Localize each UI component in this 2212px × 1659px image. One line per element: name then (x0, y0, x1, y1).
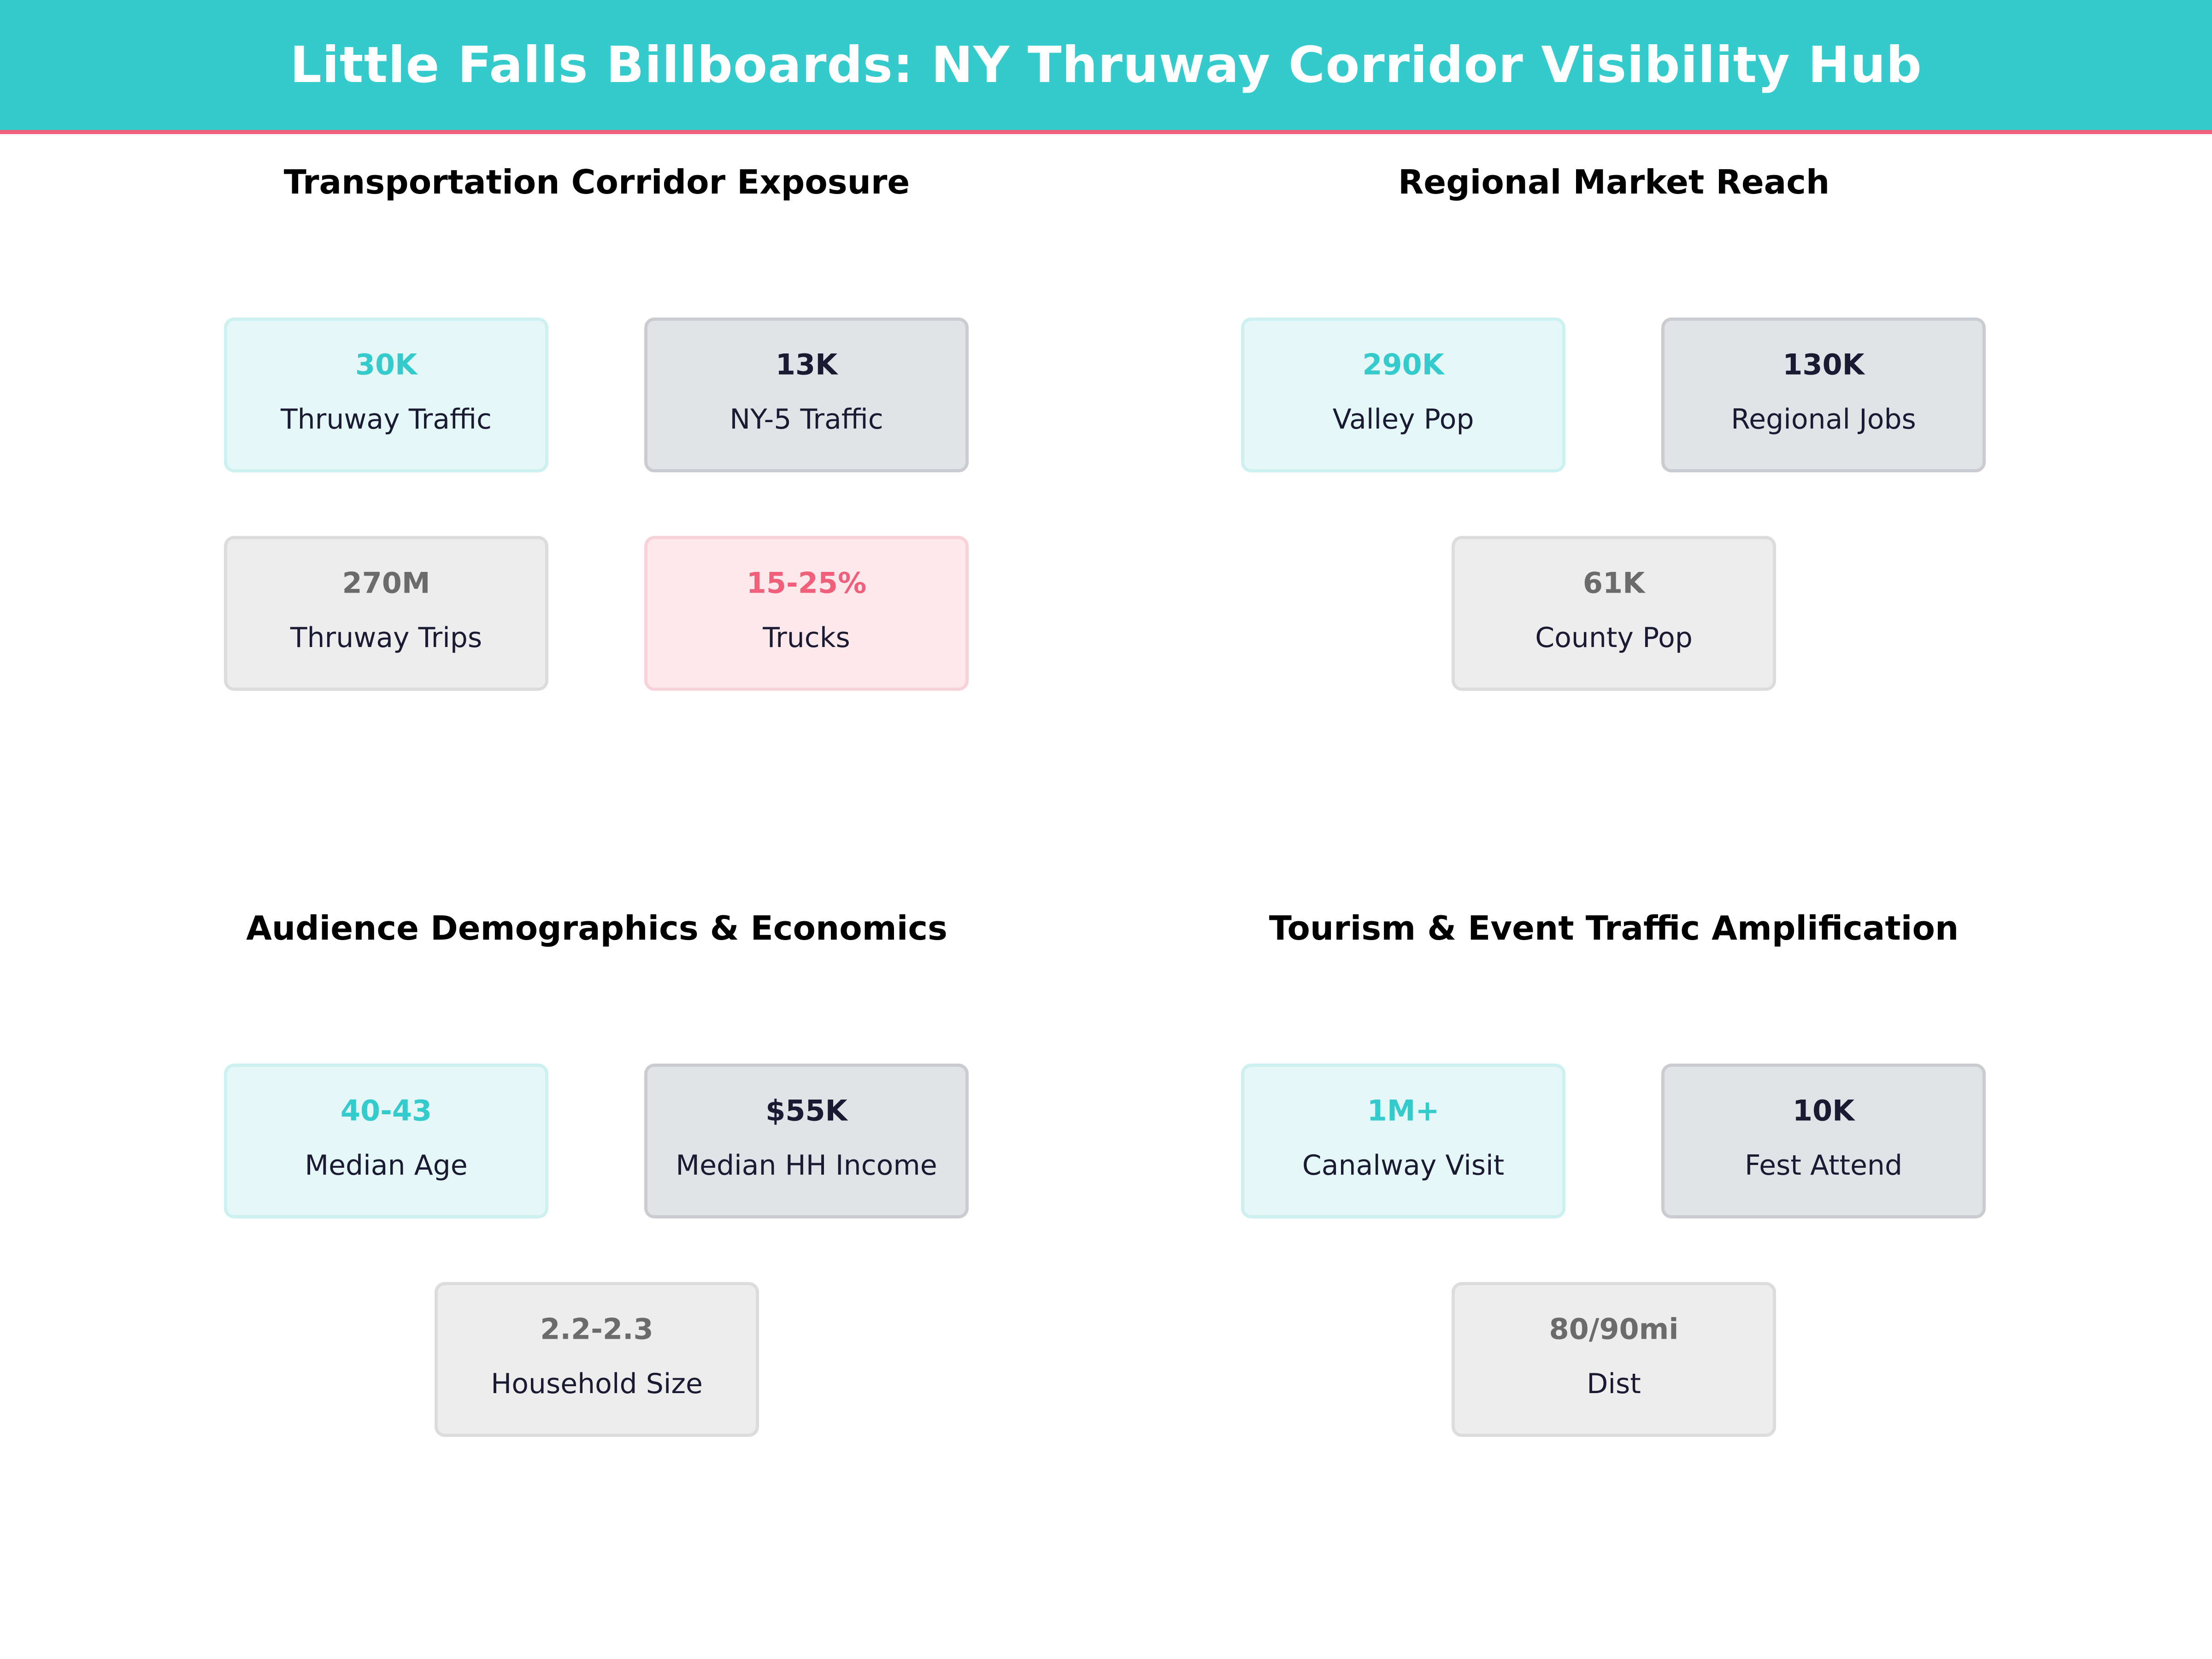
metric-label: Trucks (763, 622, 850, 654)
metric-card: 290K Valley Pop (1241, 318, 1565, 472)
metric-card: 13K NY-5 Traffic (644, 318, 969, 472)
metric-card: 270M Thruway Trips (224, 536, 548, 691)
metric-card: 15-25% Trucks (644, 536, 969, 691)
metric-label: Thruway Traffic (280, 403, 492, 435)
metric-value: 13K (775, 347, 838, 382)
metric-value: 30K (355, 347, 418, 382)
metric-value: 290K (1362, 347, 1444, 382)
metric-value: 270M (342, 566, 430, 600)
metric-label: Median Age (305, 1149, 468, 1182)
metric-label: Valley Pop (1332, 403, 1474, 435)
page-header: Little Falls Billboards: NY Thruway Corr… (0, 0, 2212, 134)
page-title: Little Falls Billboards: NY Thruway Corr… (290, 36, 1922, 94)
metric-label: Fest Attend (1744, 1149, 1903, 1182)
metric-card: 80/90mi Dist (1452, 1282, 1776, 1437)
panel-title: Audience Demographics & Economics (246, 909, 947, 947)
metric-value: 130K (1783, 347, 1865, 382)
metric-label: NY-5 Traffic (729, 403, 883, 435)
metric-value: 1M+ (1367, 1094, 1440, 1128)
metric-card: 61K County Pop (1452, 536, 1776, 691)
metric-label: Dist (1587, 1368, 1641, 1400)
metric-value: 2.2-2.3 (540, 1312, 653, 1346)
metric-card: 130K Regional Jobs (1661, 318, 1986, 472)
metric-value: 61K (1583, 566, 1645, 600)
metric-card: 30K Thruway Traffic (224, 318, 548, 472)
panel-title: Regional Market Reach (1398, 163, 1830, 201)
panel-title: Transportation Corridor Exposure (283, 163, 910, 201)
metric-value: 10K (1792, 1094, 1855, 1128)
metric-card: 1M+ Canalway Visit (1241, 1064, 1565, 1218)
metric-value: $55K (765, 1094, 847, 1128)
metric-value: 15-25% (746, 566, 867, 600)
metric-card: 10K Fest Attend (1661, 1064, 1986, 1218)
panel-title: Tourism & Event Traffic Amplification (1269, 909, 1959, 947)
metric-card: 40-43 Median Age (224, 1064, 548, 1218)
metric-label: Median HH Income (676, 1149, 937, 1182)
metric-label: Canalway Visit (1302, 1149, 1505, 1182)
metric-label: Thruway Trips (290, 622, 482, 654)
metric-value: 80/90mi (1549, 1312, 1679, 1346)
metric-label: Regional Jobs (1731, 403, 1916, 435)
metric-card: 2.2-2.3 Household Size (435, 1282, 759, 1437)
metric-label: County Pop (1535, 622, 1693, 654)
metric-value: 40-43 (340, 1094, 432, 1128)
metric-card: $55K Median HH Income (644, 1064, 969, 1218)
metric-label: Household Size (491, 1368, 703, 1400)
